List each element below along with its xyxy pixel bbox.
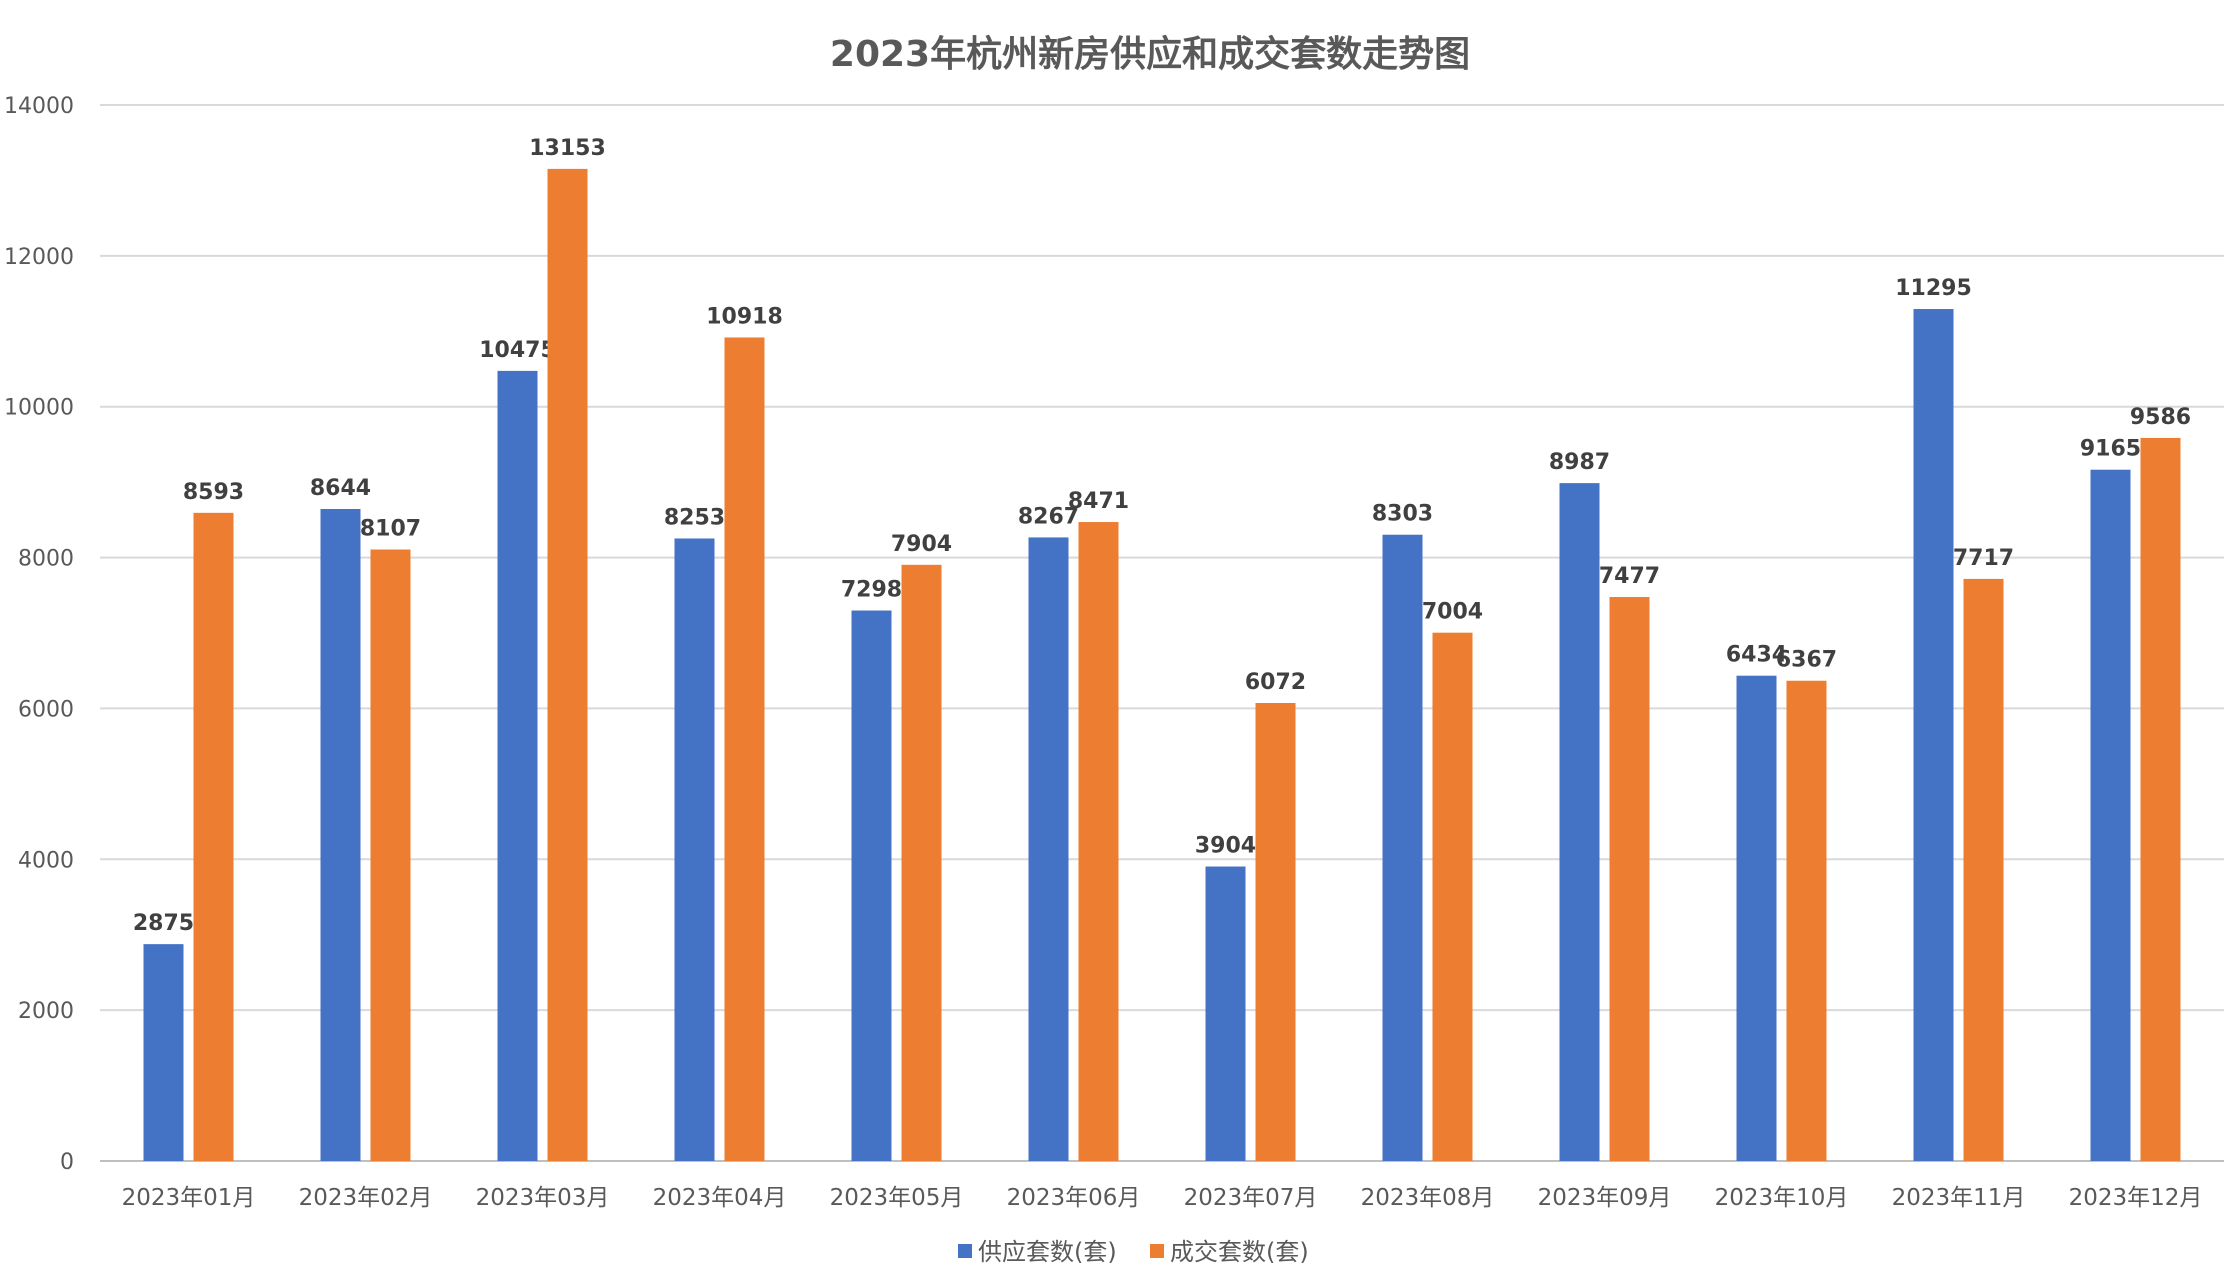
x-tick-label: 2023年02月 (299, 1185, 433, 1211)
x-tick-label: 2023年07月 (1184, 1185, 1318, 1211)
legend: 供应套数(套) 成交套数(套) (958, 1238, 1309, 1266)
deal-bar (724, 337, 765, 1162)
x-tick-label: 2023年12月 (2069, 1185, 2203, 1211)
x-tick-label: 2023年08月 (1361, 1185, 1495, 1211)
data-label: 10918 (706, 304, 783, 329)
data-label: 8303 (1372, 502, 1433, 527)
supply-bar (1736, 675, 1777, 1161)
supply-bar (1382, 534, 1423, 1161)
data-label: 7298 (841, 578, 902, 603)
legend-swatch (958, 1244, 972, 1258)
y-tick-label: 6000 (18, 697, 74, 722)
data-label: 6434 (1726, 643, 1787, 668)
data-label: 10475 (479, 338, 556, 363)
data-label: 8987 (1549, 450, 1610, 475)
data-label: 8644 (310, 476, 371, 501)
data-label: 7717 (1953, 546, 2014, 571)
x-tick-label: 2023年01月 (122, 1185, 256, 1211)
x-tick-label: 2023年11月 (1892, 1185, 2026, 1211)
x-tick-label: 2023年05月 (830, 1185, 964, 1211)
supply-bar (1028, 537, 1069, 1161)
supply-bar (1913, 309, 1954, 1161)
deal-bar (1609, 597, 1650, 1161)
supply-bar (2090, 469, 2131, 1161)
supply-bar (143, 944, 184, 1161)
data-label: 8471 (1068, 489, 1129, 514)
data-label: 2875 (133, 911, 194, 936)
deal-bar (1786, 680, 1827, 1161)
data-label: 6072 (1245, 670, 1306, 695)
data-label: 9586 (2130, 405, 2191, 430)
y-axis: 0 2000 4000 6000 8000 10000 12000 14000 (4, 94, 74, 1175)
x-tick-label: 2023年04月 (653, 1185, 787, 1211)
deal-bar (193, 512, 234, 1161)
data-label: 6367 (1776, 648, 1837, 673)
y-tick-label: 8000 (18, 547, 74, 572)
y-tick-label: 0 (60, 1150, 74, 1175)
deal-bar (1432, 632, 1473, 1161)
data-label: 7904 (891, 532, 952, 557)
data-label: 3904 (1195, 834, 1256, 859)
supply-bar (674, 538, 715, 1161)
y-tick-label: 12000 (4, 245, 74, 270)
x-tick-label: 2023年06月 (1007, 1185, 1141, 1211)
x-tick-label: 2023年03月 (476, 1185, 610, 1211)
data-label: 11295 (1895, 276, 1972, 301)
legend-swatch (1150, 1244, 1164, 1258)
legend-label: 成交套数(套) (1170, 1238, 1309, 1266)
deal-bar (901, 564, 942, 1161)
deal-bar (1255, 702, 1296, 1161)
supply-bar (497, 370, 538, 1161)
supply-bar (1205, 866, 1246, 1161)
deal-bar (1078, 522, 1119, 1161)
x-tick-label: 2023年10月 (1715, 1185, 1849, 1211)
data-label: 8107 (360, 517, 421, 542)
data-label: 9165 (2080, 437, 2141, 462)
data-label: 8593 (183, 480, 244, 505)
supply-bar (1559, 483, 1600, 1162)
x-tick-label: 2023年09月 (1538, 1185, 1672, 1211)
supply-bar (851, 610, 892, 1161)
y-tick-label: 10000 (4, 396, 74, 421)
chart-title: 2023年杭州新房供应和成交套数走势图 (830, 33, 1470, 75)
deal-bar (1963, 578, 2004, 1161)
data-label: 7477 (1599, 564, 1660, 589)
bars: 2875 8593 8644 8107 10475 13153 8253 10918 7298 7… (133, 136, 2191, 1162)
legend-label: 供应套数(套) (978, 1238, 1117, 1266)
y-tick-label: 4000 (18, 848, 74, 873)
y-tick-label: 14000 (4, 94, 74, 119)
deal-bar (2140, 437, 2181, 1161)
data-label: 8267 (1018, 504, 1079, 529)
x-axis: 2023年01月 2023年02月 2023年03月 2023年04月 2023年05月… (122, 1185, 2203, 1211)
supply-bar (320, 508, 361, 1161)
deal-bar (547, 168, 588, 1161)
data-label: 8253 (664, 505, 725, 530)
y-tick-label: 2000 (18, 999, 74, 1024)
deal-bar (370, 549, 411, 1161)
gridlines (100, 104, 2224, 1162)
data-label: 7004 (1422, 600, 1483, 625)
data-label: 13153 (529, 136, 606, 161)
